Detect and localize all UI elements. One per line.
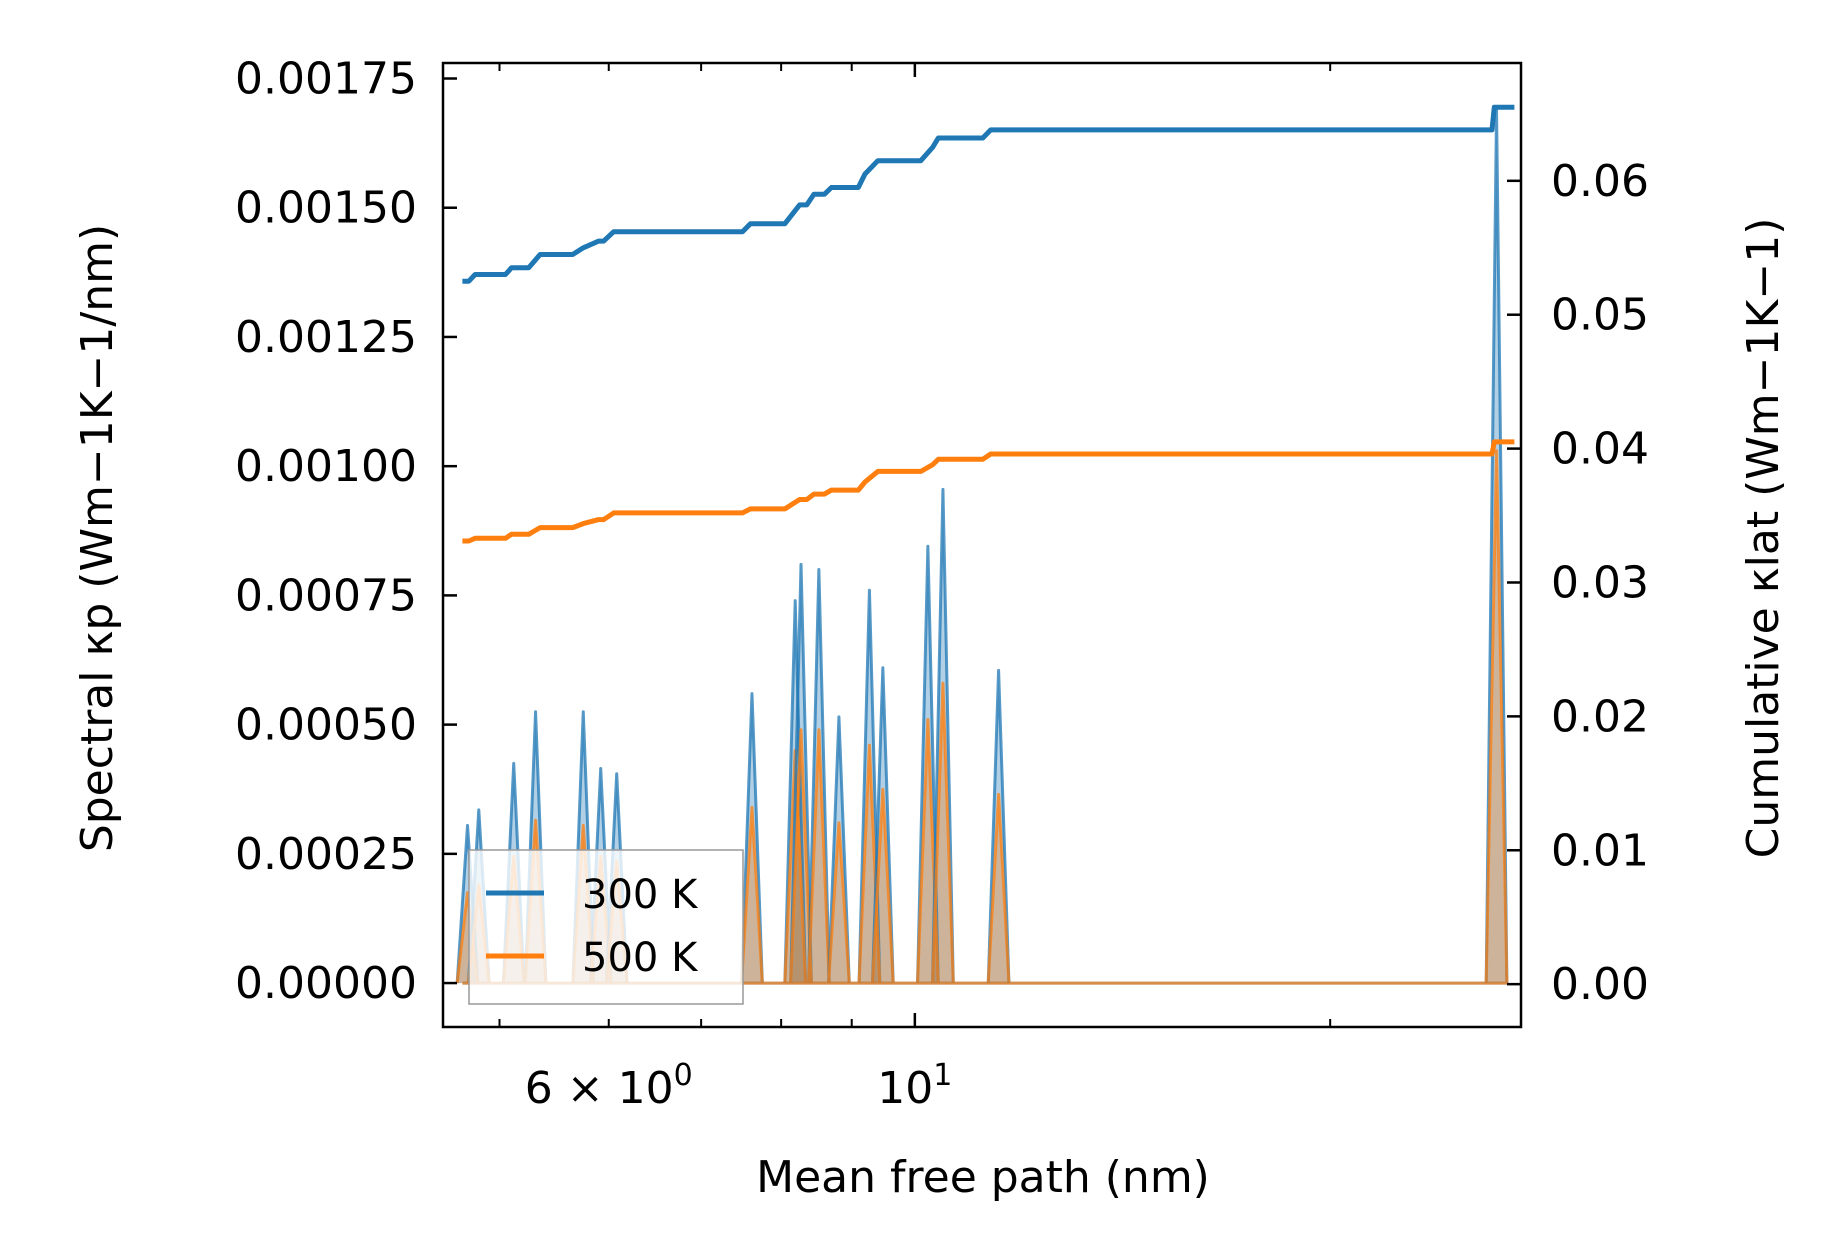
left-y-tick-label: 0.00075 (235, 570, 417, 621)
right-y-tick-label: 0.01 (1551, 825, 1649, 876)
spike-line-500k (1484, 449, 1509, 984)
right-y-tick-label: 0.00 (1551, 959, 1649, 1010)
x-axis-title: Mean free path (nm) (756, 1152, 1210, 1203)
spike-fill-500k (1486, 450, 1507, 984)
left-y-tick-label: 0.00100 (235, 441, 417, 492)
spike-line-500k (827, 821, 851, 984)
cumulative-lines (462, 104, 1515, 544)
axis-ticks (443, 63, 1521, 1027)
right-y-tick-label: 0.06 (1551, 156, 1649, 207)
spike-line-300k (931, 487, 955, 984)
spike-line-500k (931, 681, 955, 984)
legend-box (468, 849, 744, 1005)
spike-line-500k (807, 728, 831, 984)
plot-frame (441, 61, 1523, 1029)
right-y-tick-label: 0.03 (1551, 557, 1649, 608)
cumulative-line-500k (462, 439, 1515, 544)
spike-line-300k (827, 715, 851, 984)
left-axis-title: Spectral κp (Wm−1K−1/nm) (72, 224, 123, 852)
right-axis-title: Cumulative κlat (Wm−1K−1) (1738, 218, 1789, 859)
spike-line-300k (871, 666, 895, 984)
right-y-tick-label: 0.05 (1551, 290, 1649, 341)
left-y-tick-label: 0.00025 (235, 829, 417, 880)
spike-line-500k (986, 792, 1011, 984)
tick-labels: 0.000000.000250.000500.000750.001000.001… (235, 54, 1649, 1114)
x-tick-label: 6 × 100 (525, 1058, 693, 1114)
spike-line-300k (740, 692, 764, 984)
spike-line-500k (740, 805, 764, 984)
spike-line-300k (783, 599, 808, 984)
left-y-tick-label: 0.00175 (235, 54, 417, 105)
right-y-tick-label: 0.04 (1551, 424, 1649, 475)
spike-line-500k (871, 787, 895, 984)
spike-fill-500k (988, 794, 1009, 984)
spike-line-300k (789, 562, 813, 984)
spike-fill-500k (808, 729, 830, 984)
spike-fill-500k (828, 822, 850, 984)
legend: 300 K 500 K (468, 849, 744, 1005)
spike-fill-500k (741, 807, 763, 984)
axes-frame (441, 61, 1523, 1029)
x-tick-label-exponent: 1 (933, 1058, 952, 1093)
left-y-tick-label: 0.00050 (235, 700, 417, 751)
spike-line-300k (986, 668, 1011, 984)
cumulative-line-300k (462, 104, 1515, 284)
left-y-tick-label: 0.00125 (235, 312, 417, 363)
right-y-tick-label: 0.02 (1551, 691, 1649, 742)
spike-line-300k (807, 568, 831, 984)
x-tick-label-exponent: 0 (674, 1058, 693, 1093)
legend-label-300k: 300 K (582, 872, 699, 918)
left-y-tick-label: 0.00150 (235, 183, 417, 234)
left-y-tick-label: 0.00000 (235, 958, 417, 1009)
x-tick-label: 101 (877, 1058, 952, 1114)
spike-line-500k (789, 728, 813, 984)
legend-label-500k: 500 K (582, 935, 699, 981)
